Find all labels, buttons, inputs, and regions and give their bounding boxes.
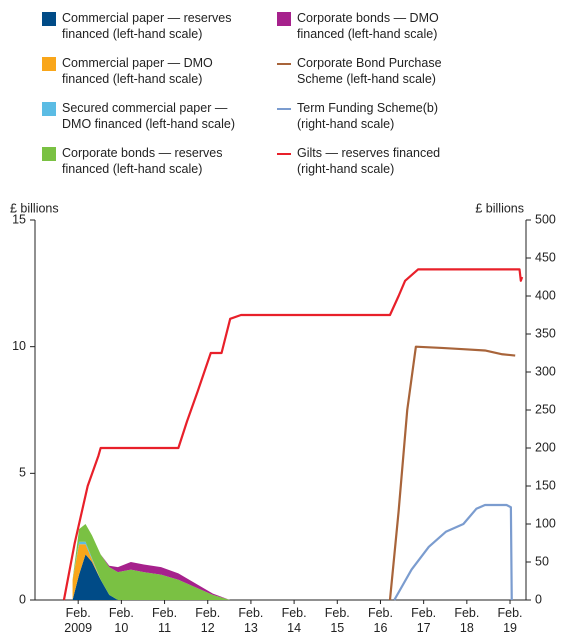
y2-tick-label: 500: [535, 212, 556, 226]
y2-tick-label: 50: [535, 554, 549, 568]
x-tick-label: Feb. 13: [238, 606, 264, 635]
x-tick-label: Feb. 19: [497, 606, 523, 635]
legend-label: Secured commercial paper — DMO financed …: [62, 101, 235, 131]
area: [72, 524, 231, 600]
x-tick-label: Feb. 18: [454, 606, 480, 635]
legend-swatch: [42, 102, 56, 116]
y2-tick-label: 450: [535, 250, 556, 264]
line: [62, 268, 524, 601]
y2-tick-label: 200: [535, 440, 556, 454]
legend-swatch: [42, 57, 56, 71]
y2-tick-label: 400: [535, 288, 556, 302]
x-tick-label: Feb. 10: [108, 606, 134, 635]
area: [72, 554, 231, 600]
area: [72, 524, 231, 600]
y2-tick-label: 300: [535, 364, 556, 378]
y2-tick-label: 100: [535, 516, 556, 530]
x-tick-label: Feb. 17: [411, 606, 437, 635]
y2-tick-label: 350: [535, 326, 556, 340]
y2-axis-label: £ billions: [475, 201, 524, 215]
line: [388, 345, 516, 601]
legend-swatch: [277, 12, 291, 26]
legend-label: Corporate Bond Purchase Scheme (left-han…: [297, 56, 442, 86]
y-tick-label: 15: [12, 212, 26, 226]
y-tick-label: 0: [19, 592, 26, 606]
y2-tick-label: 0: [535, 592, 542, 606]
x-tick-label: Feb. 2009: [64, 606, 93, 635]
x-tick-label: Feb. 12: [195, 606, 221, 635]
y2-tick-label: 150: [535, 478, 556, 492]
x-tick-label: Feb. 15: [324, 606, 350, 635]
line: [393, 503, 513, 601]
x-tick-label: Feb. 11: [152, 606, 178, 635]
x-tick-label: Feb. 14: [281, 606, 307, 635]
x-tick-label: Feb. 16: [367, 606, 393, 635]
legend-label: Commercial paper — DMO financed (left-ha…: [62, 56, 213, 86]
y-tick-label: 10: [12, 339, 26, 353]
legend-label: Corporate bonds — DMO financed (left-han…: [297, 11, 439, 41]
legend-swatch: [42, 147, 56, 161]
legend-swatch: [42, 12, 56, 26]
y2-tick-label: 250: [535, 402, 556, 416]
y-axis-label: £ billions: [10, 201, 59, 215]
legend-label: Corporate bonds — reserves financed (lef…: [62, 146, 223, 176]
legend-label: Gilts — reserves financed (right-hand sc…: [297, 146, 441, 176]
y-tick-label: 5: [19, 466, 26, 480]
legend-label: Commercial paper — reserves financed (le…: [62, 11, 232, 41]
legend-label: Term Funding Scheme(b) (right-hand scale…: [297, 101, 439, 131]
